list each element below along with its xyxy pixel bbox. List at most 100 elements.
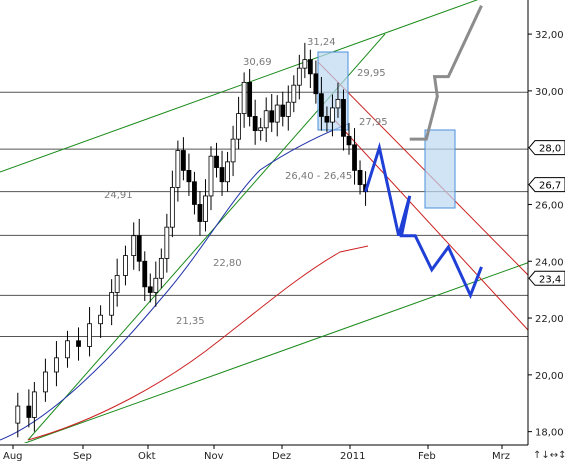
candle-body [153, 277, 159, 293]
candle-body [225, 161, 230, 183]
price-tag-box [528, 177, 565, 193]
candle-body [214, 155, 219, 168]
candle-body [280, 104, 286, 117]
candle-body [341, 98, 346, 137]
level-label-0: 31,24 [307, 37, 336, 48]
candle-body [274, 104, 280, 123]
candle-body [26, 405, 32, 418]
lower-green-channel [23, 262, 528, 443]
candle-body [357, 169, 363, 185]
red-channel-lower [329, 114, 528, 331]
x-tick-label: Okt [138, 451, 156, 461]
gray-projection-line [409, 5, 483, 141]
candle-body [147, 286, 153, 293]
candle-body [318, 93, 324, 117]
candle-body [98, 314, 103, 325]
candle-body [285, 101, 291, 117]
expand-arrows-icon: ↑↓↔↕ [533, 450, 565, 461]
candlesticks [15, 42, 368, 438]
candle-body [31, 391, 37, 418]
candle-body [352, 144, 357, 171]
y-tick-label: 20,00 [535, 371, 564, 382]
candle-body [203, 195, 208, 222]
candle-body [197, 204, 203, 222]
candle-body [114, 275, 120, 293]
level-lines [0, 91, 528, 338]
candle-body [109, 292, 115, 316]
price-tags: 28,0 26,7 23,4 [528, 140, 565, 286]
price-tag-box [528, 140, 565, 156]
y-tick-label: 24,00 [535, 257, 564, 268]
candle-body [158, 258, 164, 279]
scroll-arrows[interactable]: ↑↓↔↕ [533, 450, 565, 461]
candle-body [302, 59, 308, 69]
x-tick-label: Nov [204, 451, 224, 461]
x-tick-label: Feb [418, 451, 436, 461]
candle-body [330, 107, 335, 123]
y-tick-label: 22,00 [535, 314, 564, 325]
y-tick-label: 18,00 [535, 428, 564, 439]
x-tick-label: Sep [73, 451, 92, 461]
candle-body [335, 98, 341, 109]
red-channel-upper [317, 61, 528, 276]
level-label-3: 27,95 [359, 117, 388, 128]
projections [364, 5, 483, 300]
candle-body [313, 73, 319, 95]
candle-body [43, 371, 48, 393]
candle-body [164, 226, 170, 259]
candle-body [180, 150, 186, 171]
candle-body [247, 81, 253, 117]
candle-body [208, 155, 214, 197]
upper-green-channel [0, 0, 479, 173]
candle-body [236, 113, 242, 140]
price-tag-label: 26,7 [539, 181, 561, 192]
candle-body [324, 116, 330, 123]
moving-averages [0, 123, 369, 441]
price-tag-label: 28,0 [539, 144, 561, 155]
candle-body [131, 235, 137, 256]
x-tick-label: 2011 [340, 451, 365, 461]
level-label-2: 29,95 [357, 68, 386, 79]
candle-body [291, 84, 297, 103]
level-labels: 31,24 30,69 29,95 27,95 26,40 - 26,45 24,91 22… [104, 37, 388, 327]
y-tick-label: 32,00 [535, 30, 564, 41]
candle-body [65, 340, 70, 359]
candle-body [263, 110, 269, 129]
candle-body [123, 255, 128, 276]
level-label-1: 30,69 [243, 57, 272, 68]
price-tag-label: 23,4 [539, 274, 561, 285]
x-tick-label: Dez [272, 451, 291, 461]
candle-body [346, 135, 352, 146]
candle-body [142, 260, 148, 288]
level-label-6: 22,80 [213, 258, 242, 269]
candle-body [192, 181, 197, 205]
candle-body [136, 235, 142, 262]
candle-body [169, 187, 175, 228]
level-label-5: 24,91 [104, 190, 133, 201]
level-label-7: 21,35 [176, 316, 205, 327]
x-tick-label: Mrz [492, 451, 510, 461]
candle-body [15, 405, 21, 424]
candle-body [87, 323, 92, 347]
y-tick-label: 26,00 [535, 200, 564, 211]
candle-body [54, 357, 59, 373]
level-label-4: 26,40 - 26,45 [285, 171, 352, 182]
y-tick-label: 30,00 [535, 87, 564, 98]
ma-red [27, 245, 369, 441]
candle-body [175, 150, 181, 188]
ma-blue [0, 123, 349, 441]
candle-body [307, 59, 313, 75]
x-axis: Aug Sep Okt Nov Dez 2011 Feb Mrz [3, 445, 510, 461]
candle-body [186, 169, 192, 183]
highlight-box-projection [424, 129, 456, 209]
blue-projection-line [364, 141, 483, 300]
candle-body [241, 81, 247, 114]
candle-body [219, 167, 225, 183]
candle-body [252, 116, 258, 132]
price-tag-box [528, 270, 565, 286]
candle-body [258, 127, 264, 132]
candle-body [296, 67, 302, 86]
candle-body [269, 110, 275, 123]
